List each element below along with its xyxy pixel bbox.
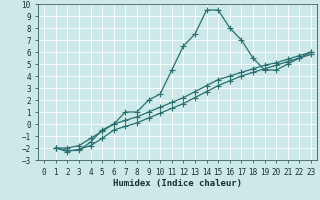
- X-axis label: Humidex (Indice chaleur): Humidex (Indice chaleur): [113, 179, 242, 188]
